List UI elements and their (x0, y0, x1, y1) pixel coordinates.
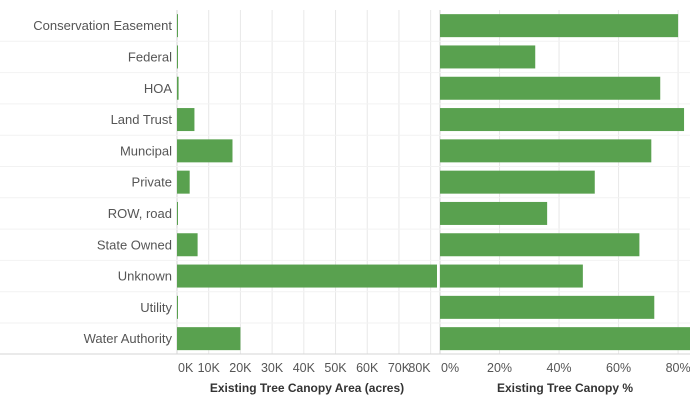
bar-area-1 (177, 45, 178, 69)
bar-percent-9 (440, 295, 655, 319)
bar-area-4 (177, 139, 233, 163)
bar-percent-8 (440, 264, 583, 288)
category-label: Conservation Easement (33, 18, 172, 33)
x-tick-label: 60K (356, 361, 379, 375)
category-label: Unknown (118, 269, 172, 284)
x-tick-label: 60% (606, 361, 631, 375)
category-label: Water Authority (84, 331, 173, 346)
bar-percent-6 (440, 201, 548, 225)
bar-area-6 (177, 201, 178, 225)
bar-percent-1 (440, 45, 536, 69)
x-tick-label: 30K (261, 361, 284, 375)
bar-area-8 (177, 264, 437, 288)
category-label: Land Trust (111, 112, 173, 127)
x-tick-label: 50K (324, 361, 347, 375)
x-tick-label: 0K (178, 361, 194, 375)
x-tick-label: 70K (388, 361, 411, 375)
bar-area-10 (177, 327, 241, 351)
x-tick-label: 40K (293, 361, 316, 375)
bar-percent-4 (440, 139, 652, 163)
x-tick-label: 80% (666, 361, 690, 375)
bar-percent-5 (440, 170, 595, 194)
x-tick-label: 10K (198, 361, 221, 375)
x-tick-label: 20% (487, 361, 512, 375)
bar-area-9 (177, 295, 178, 319)
category-label: Federal (128, 49, 172, 64)
category-label: Muncipal (120, 143, 172, 158)
bar-percent-2 (440, 76, 661, 100)
bar-percent-3 (440, 108, 685, 132)
bar-area-5 (177, 170, 190, 194)
bar-percent-7 (440, 233, 640, 257)
x-axis-title: Existing Tree Canopy Area (acres) (210, 381, 404, 395)
x-axis-title: Existing Tree Canopy % (497, 381, 633, 395)
bar-percent-0 (440, 14, 679, 38)
category-label: Private (132, 175, 172, 190)
x-tick-label: 40% (547, 361, 572, 375)
x-tick-label: 0% (441, 361, 459, 375)
bar-area-7 (177, 233, 198, 257)
x-tick-label: 80K (408, 361, 431, 375)
category-label: State Owned (97, 237, 172, 252)
category-label: Utility (140, 300, 172, 315)
bar-area-2 (177, 76, 179, 100)
x-tick-label: 20K (229, 361, 252, 375)
category-label: HOA (144, 81, 173, 96)
bar-area-0 (177, 14, 178, 38)
category-label: ROW, road (108, 206, 172, 221)
bar-percent-10 (440, 327, 690, 351)
bar-area-3 (177, 108, 195, 132)
